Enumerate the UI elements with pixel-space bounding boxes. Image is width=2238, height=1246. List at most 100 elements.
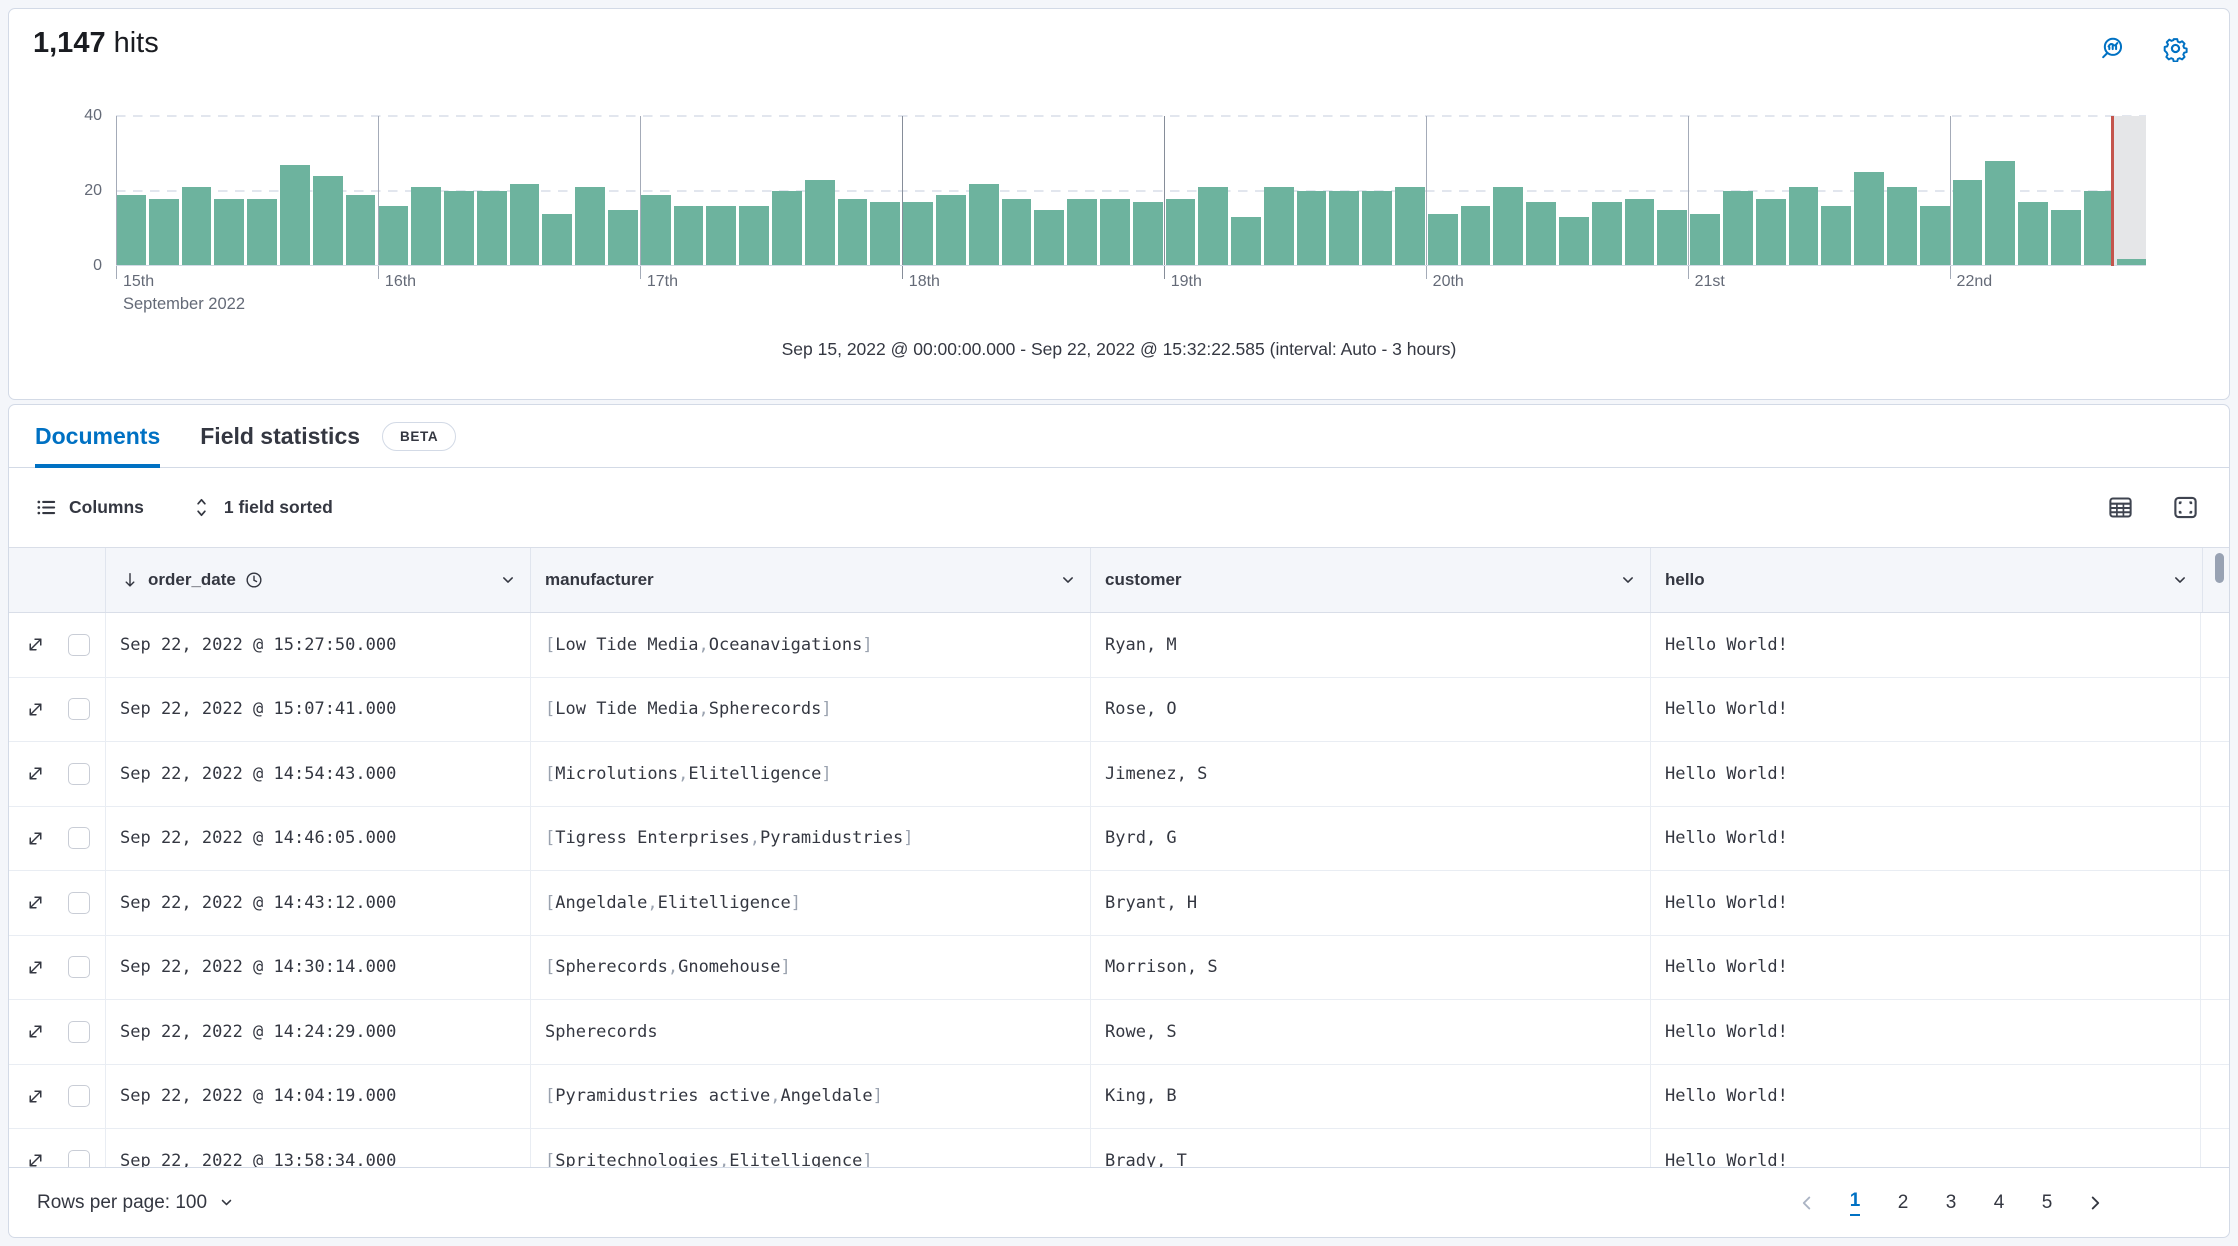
cell-customer[interactable]: Brady, T	[1091, 1129, 1651, 1169]
cell-customer[interactable]: Ryan, M	[1091, 613, 1651, 677]
histogram-bar[interactable]	[1985, 161, 2016, 266]
cell-order-date[interactable]: Sep 22, 2022 @ 14:54:43.000	[106, 742, 531, 806]
histogram-bar[interactable]	[1099, 198, 1130, 266]
histogram-bar[interactable]	[968, 183, 999, 266]
row-select-checkbox[interactable]	[68, 1085, 90, 1108]
histogram-bar[interactable]	[1559, 217, 1589, 266]
histogram-bar[interactable]	[1460, 206, 1491, 266]
cell-manufacturer[interactable]: [Angeldale, Elitelligence]	[531, 871, 1091, 935]
cell-manufacturer[interactable]: [Low Tide Media, Oceanavigations]	[531, 613, 1091, 677]
cell-order-date[interactable]: Sep 22, 2022 @ 15:27:50.000	[106, 613, 531, 677]
gear-icon[interactable]	[2162, 35, 2189, 62]
row-select-checkbox[interactable]	[68, 698, 90, 721]
histogram-bar[interactable]	[1821, 206, 1852, 266]
histogram-bar[interactable]	[378, 206, 409, 266]
histogram-bar[interactable]	[1755, 198, 1786, 266]
display-options-table-icon[interactable]	[2107, 494, 2134, 521]
histogram-bar[interactable]	[181, 187, 212, 266]
histogram-bar[interactable]	[1296, 191, 1327, 266]
histogram-bar[interactable]	[2051, 209, 2081, 266]
columns-button[interactable]: Columns	[35, 496, 144, 519]
histogram-bar[interactable]	[443, 191, 474, 266]
histogram-bar[interactable]	[1067, 198, 1097, 266]
expand-document-icon[interactable]	[25, 634, 46, 655]
tab-documents[interactable]: Documents	[35, 405, 161, 468]
pagination-page-2[interactable]: 2	[1881, 1181, 1925, 1225]
sort-fields-button[interactable]: 1 field sorted	[190, 496, 333, 519]
expand-document-icon[interactable]	[25, 892, 46, 913]
histogram-bar[interactable]	[1624, 198, 1655, 266]
histogram-bar[interactable]	[2083, 191, 2114, 266]
histogram-bar[interactable]	[214, 198, 245, 266]
histogram-bar[interactable]	[1263, 187, 1294, 266]
pagination-page-1[interactable]: 1	[1833, 1181, 1877, 1225]
cell-hello[interactable]: Hello World!	[1651, 1000, 2201, 1064]
histogram-bar[interactable]	[279, 164, 310, 266]
pagination-page-3[interactable]: 3	[1929, 1181, 1973, 1225]
cell-customer[interactable]: Morrison, S	[1091, 935, 1651, 999]
expand-document-icon[interactable]	[25, 1086, 46, 1107]
rows-per-page-button[interactable]: Rows per page: 100	[37, 1192, 236, 1214]
histogram-bar[interactable]	[1952, 179, 1983, 266]
cell-hello[interactable]: Hello World!	[1651, 613, 2201, 677]
cell-hello[interactable]: Hello World!	[1651, 806, 2201, 870]
histogram-bar[interactable]	[1919, 206, 1950, 266]
cell-order-date[interactable]: Sep 22, 2022 @ 14:30:14.000	[106, 935, 531, 999]
histogram-bar[interactable]	[706, 206, 737, 266]
row-select-checkbox[interactable]	[68, 633, 90, 656]
pagination-next-button[interactable]	[2073, 1181, 2117, 1225]
expand-document-icon[interactable]	[25, 1150, 46, 1169]
header-cell-customer[interactable]: customer	[1091, 548, 1651, 612]
histogram-bar[interactable]	[509, 183, 540, 266]
cell-customer[interactable]: Rose, O	[1091, 677, 1651, 741]
histogram-bar[interactable]	[1723, 191, 1753, 266]
row-select-checkbox[interactable]	[68, 762, 90, 785]
header-cell-order-date[interactable]: order_date	[106, 548, 531, 612]
cell-manufacturer[interactable]: [Microlutions, Elitelligence]	[531, 742, 1091, 806]
expand-document-icon[interactable]	[25, 957, 46, 978]
histogram-bar[interactable]	[870, 202, 901, 266]
cell-order-date[interactable]: Sep 22, 2022 @ 14:24:29.000	[106, 1000, 531, 1064]
expand-document-icon[interactable]	[25, 1021, 46, 1042]
row-select-checkbox[interactable]	[68, 1020, 90, 1043]
histogram-bar[interactable]	[1165, 198, 1196, 266]
cell-hello[interactable]: Hello World!	[1651, 1064, 2201, 1128]
histogram-bar[interactable]	[575, 187, 605, 266]
inspect-chart-icon[interactable]	[2100, 35, 2127, 62]
histogram-bar[interactable]	[345, 194, 376, 266]
pagination-prev-button[interactable]	[1785, 1181, 1829, 1225]
chevron-down-icon[interactable]	[498, 570, 518, 590]
histogram-bar[interactable]	[1231, 217, 1261, 266]
pagination-page-5[interactable]: 5	[2025, 1181, 2069, 1225]
row-select-checkbox[interactable]	[68, 1149, 90, 1169]
histogram-bar[interactable]	[2116, 258, 2147, 266]
chevron-down-icon[interactable]	[2170, 570, 2190, 590]
cell-hello[interactable]: Hello World!	[1651, 1129, 2201, 1169]
cell-order-date[interactable]: Sep 22, 2022 @ 14:46:05.000	[106, 806, 531, 870]
histogram-bar[interactable]	[2018, 202, 2049, 266]
histogram-bar[interactable]	[411, 187, 441, 266]
histogram-bar[interactable]	[1493, 187, 1524, 266]
cell-order-date[interactable]: Sep 22, 2022 @ 15:07:41.000	[106, 677, 531, 741]
expand-document-icon[interactable]	[25, 828, 46, 849]
cell-customer[interactable]: Bryant, H	[1091, 871, 1651, 935]
histogram-bar[interactable]	[1788, 187, 1819, 266]
chevron-down-icon[interactable]	[1058, 570, 1078, 590]
histogram-bar[interactable]	[116, 194, 146, 266]
histogram-bar[interactable]	[771, 191, 802, 266]
expand-document-icon[interactable]	[25, 763, 46, 784]
row-select-checkbox[interactable]	[68, 827, 90, 850]
histogram-bar[interactable]	[148, 198, 179, 266]
row-select-checkbox[interactable]	[68, 891, 90, 914]
histogram-bar[interactable]	[1887, 187, 1917, 266]
cell-customer[interactable]: Rowe, S	[1091, 1000, 1651, 1064]
histogram-bar[interactable]	[804, 179, 835, 266]
header-cell-hello[interactable]: hello	[1651, 548, 2203, 612]
histogram-bar[interactable]	[935, 194, 966, 266]
histogram-bar[interactable]	[1854, 172, 1885, 266]
histogram-bar[interactable]	[903, 202, 933, 266]
tab-field-statistics[interactable]: Field statistics	[200, 405, 360, 467]
histogram-bar[interactable]	[542, 213, 573, 266]
chevron-down-icon[interactable]	[1618, 570, 1638, 590]
cell-hello[interactable]: Hello World!	[1651, 677, 2201, 741]
